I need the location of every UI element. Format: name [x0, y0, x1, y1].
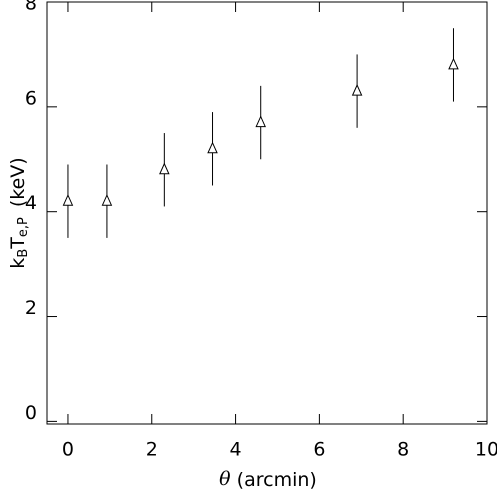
- y-label-t: T: [7, 237, 29, 250]
- x-tick-label: 6: [313, 439, 325, 461]
- y-label-sub-b: B: [16, 249, 31, 258]
- x-label-unit: (arcmin): [237, 469, 317, 491]
- y-tick-label: 2: [25, 297, 37, 319]
- y-tick-label: 8: [25, 0, 37, 15]
- y-label-k: k: [7, 258, 29, 269]
- y-label-unit: (keV): [7, 157, 29, 207]
- x-axis-label: θ (arcmin): [219, 468, 317, 491]
- y-axis-label: kBTe,P (keV): [7, 157, 31, 268]
- y-tick-label: 0: [25, 402, 37, 424]
- y-tick-label: 4: [25, 192, 37, 214]
- point: [351, 83, 363, 96]
- y-tick-label: 6: [25, 87, 37, 109]
- plot-frame: [46, 1, 488, 425]
- point: [255, 115, 266, 128]
- point: [62, 193, 74, 206]
- point: [207, 141, 218, 154]
- point: [159, 162, 170, 175]
- x-label-symbol: θ: [219, 468, 231, 490]
- x-tick-label: 10: [475, 439, 497, 461]
- y-label-sub-ep: e,P: [16, 217, 31, 237]
- x-tick-label: 0: [62, 439, 74, 461]
- x-tick-label: 2: [146, 439, 158, 461]
- x-tick-label: 4: [230, 439, 242, 461]
- x-tick-label: 8: [397, 439, 409, 461]
- point: [101, 193, 113, 206]
- point: [448, 57, 459, 70]
